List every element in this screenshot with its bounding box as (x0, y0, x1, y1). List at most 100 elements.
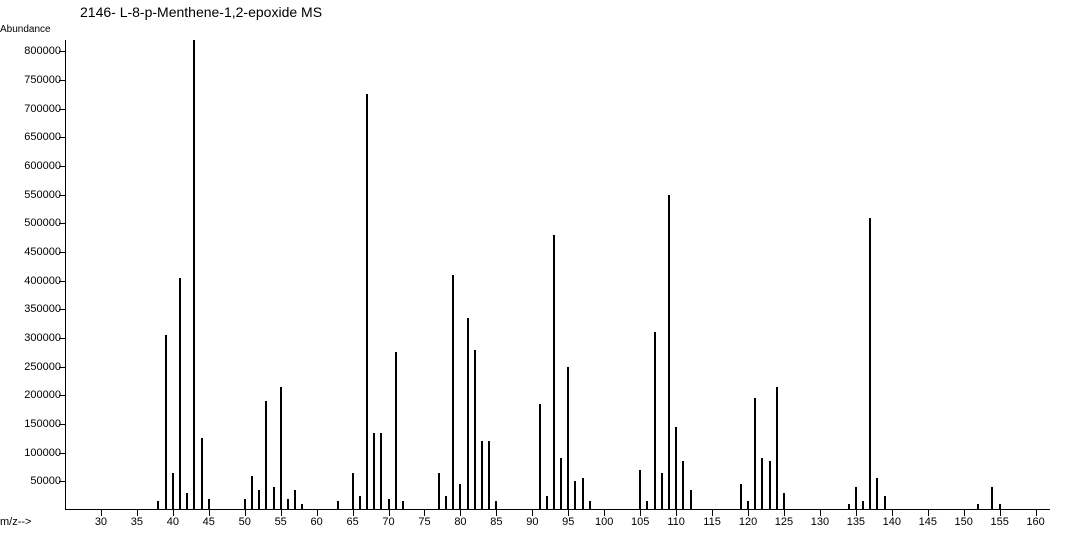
ms-peak (747, 501, 749, 510)
ms-peak (438, 473, 440, 510)
ms-peak (294, 490, 296, 510)
y-tick-label: 50000 (30, 475, 63, 487)
ms-peak (855, 487, 857, 510)
ms-peak (761, 458, 763, 510)
x-tick-label: 130 (811, 516, 829, 528)
x-tick-label: 50 (239, 516, 251, 528)
ms-peak (481, 441, 483, 510)
y-tick-label: 500000 (24, 217, 63, 229)
ms-peak (567, 367, 569, 510)
ms-peak (208, 499, 210, 510)
y-tick-label: 700000 (24, 103, 63, 115)
y-tick-label: 250000 (24, 361, 63, 373)
y-tick-label: 800000 (24, 45, 63, 57)
y-tick-label: 400000 (24, 275, 63, 287)
x-tick-label: 60 (311, 516, 323, 528)
x-tick-label: 35 (131, 516, 143, 528)
ms-peak (675, 427, 677, 510)
x-tick-label: 140 (883, 516, 901, 528)
x-axis-label: m/z--> (0, 516, 31, 528)
ms-peak (682, 461, 684, 510)
y-tick-label: 600000 (24, 160, 63, 172)
ms-peak (280, 387, 282, 510)
ms-peak (359, 496, 361, 510)
x-tick-label: 45 (203, 516, 215, 528)
plot-area (65, 40, 1050, 510)
ms-peak (977, 504, 979, 510)
ms-peak (740, 484, 742, 510)
x-tick-label: 145 (919, 516, 937, 528)
ms-peak (661, 473, 663, 510)
ms-peak (186, 493, 188, 510)
x-tick-label: 150 (955, 516, 973, 528)
ms-peak (690, 490, 692, 510)
x-tick-label: 40 (167, 516, 179, 528)
ms-peak (589, 501, 591, 510)
ms-peak (244, 499, 246, 510)
ms-peak (452, 275, 454, 510)
ms-peak (884, 496, 886, 510)
y-tick-label: 750000 (24, 74, 63, 86)
ms-peak (991, 487, 993, 510)
y-tick-label: 200000 (24, 389, 63, 401)
chart-title: 2146- L-8-p-Menthene-1,2-epoxide MS (80, 4, 322, 20)
ms-peak (488, 441, 490, 510)
ms-peak (639, 470, 641, 510)
x-tick-label: 90 (526, 516, 538, 528)
ms-peak (539, 404, 541, 510)
ms-peak (193, 40, 195, 510)
y-tick-label: 150000 (24, 418, 63, 430)
ms-peak (273, 487, 275, 510)
y-tick-label: 550000 (24, 189, 63, 201)
ms-peak (459, 484, 461, 510)
ms-peak (553, 235, 555, 510)
mass-spectrum-chart: 2146- L-8-p-Menthene-1,2-epoxide MS Abun… (0, 0, 1066, 538)
ms-peak (287, 499, 289, 510)
x-tick-label: 85 (490, 516, 502, 528)
ms-peak (265, 401, 267, 510)
ms-peak (172, 473, 174, 510)
ms-peak (201, 438, 203, 510)
ms-peak (999, 504, 1001, 510)
x-tick-label: 105 (631, 516, 649, 528)
ms-peak (654, 332, 656, 510)
x-tick-label: 120 (739, 516, 757, 528)
ms-peak (474, 350, 476, 510)
x-tick-label: 160 (1026, 516, 1044, 528)
x-tick-label: 30 (95, 516, 107, 528)
ms-peak (754, 398, 756, 510)
ms-peak (380, 433, 382, 510)
ms-peak (862, 501, 864, 510)
ms-peak (582, 478, 584, 510)
x-tick-label: 100 (595, 516, 613, 528)
ms-peak (157, 501, 159, 510)
x-tick-label: 155 (990, 516, 1008, 528)
ms-peak (388, 499, 390, 510)
x-tick-label: 95 (562, 516, 574, 528)
ms-peak (366, 94, 368, 510)
ms-peak (179, 278, 181, 510)
x-tick-label: 65 (346, 516, 358, 528)
x-tick-label: 75 (418, 516, 430, 528)
ms-peak (668, 195, 670, 510)
y-axis-label: Abundance (0, 24, 51, 35)
x-tick-label: 70 (382, 516, 394, 528)
ms-peak (783, 493, 785, 510)
x-tick-label: 80 (454, 516, 466, 528)
x-tick-label: 135 (847, 516, 865, 528)
ms-peak (445, 496, 447, 510)
x-tick-label: 115 (703, 516, 721, 528)
ms-peak (352, 473, 354, 510)
x-tick-label: 55 (275, 516, 287, 528)
x-tick-label: 110 (667, 516, 685, 528)
x-axis-line (65, 509, 1050, 510)
ms-peak (574, 481, 576, 510)
ms-peak (373, 433, 375, 510)
ms-peak (546, 496, 548, 510)
y-tick-label: 100000 (24, 447, 63, 459)
ms-peak (560, 458, 562, 510)
y-tick-label: 650000 (24, 131, 63, 143)
ms-peak (402, 501, 404, 510)
ms-peak (337, 501, 339, 510)
ms-peak (251, 476, 253, 510)
